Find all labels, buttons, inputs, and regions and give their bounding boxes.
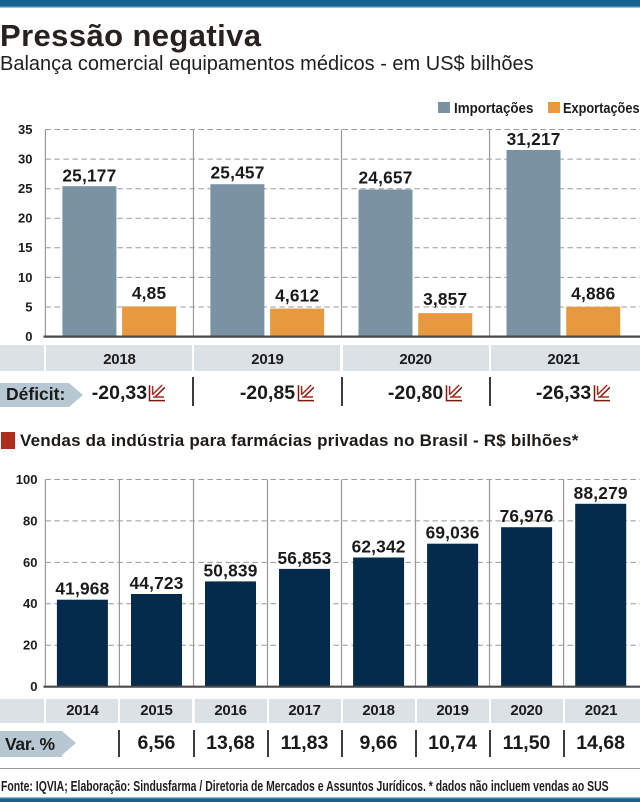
svg-text:24,657: 24,657 — [358, 167, 412, 187]
svg-text:60: 60 — [23, 555, 37, 570]
svg-text:44,723: 44,723 — [129, 573, 183, 593]
svg-text:0: 0 — [30, 679, 37, 694]
svg-text:25,177: 25,177 — [62, 166, 116, 186]
svg-text:20: 20 — [23, 638, 37, 653]
svg-text:69,036: 69,036 — [426, 523, 480, 543]
svg-text:5: 5 — [25, 299, 32, 314]
svg-text:80: 80 — [23, 513, 37, 528]
svg-text:41,968: 41,968 — [55, 579, 109, 599]
svg-text:62,342: 62,342 — [352, 537, 406, 557]
svg-text:76,976: 76,976 — [500, 506, 554, 526]
svg-text:40: 40 — [23, 596, 37, 611]
svg-text:88,279: 88,279 — [574, 483, 628, 503]
svg-text:50,839: 50,839 — [203, 560, 257, 580]
svg-text:4,85: 4,85 — [132, 283, 167, 303]
svg-text:4,612: 4,612 — [275, 285, 319, 305]
svg-text:56,853: 56,853 — [277, 548, 331, 568]
svg-text:10: 10 — [18, 270, 32, 285]
svg-text:20: 20 — [18, 211, 32, 226]
svg-text:31,217: 31,217 — [507, 129, 561, 149]
svg-text:25,457: 25,457 — [210, 162, 264, 182]
svg-text:15: 15 — [18, 240, 32, 255]
svg-text:25: 25 — [18, 181, 32, 196]
svg-text:100: 100 — [16, 472, 38, 487]
svg-text:0: 0 — [25, 329, 32, 344]
svg-text:30: 30 — [18, 152, 32, 167]
svg-text:4,886: 4,886 — [571, 284, 615, 304]
svg-text:35: 35 — [18, 122, 32, 137]
svg-text:3,857: 3,857 — [423, 289, 467, 309]
